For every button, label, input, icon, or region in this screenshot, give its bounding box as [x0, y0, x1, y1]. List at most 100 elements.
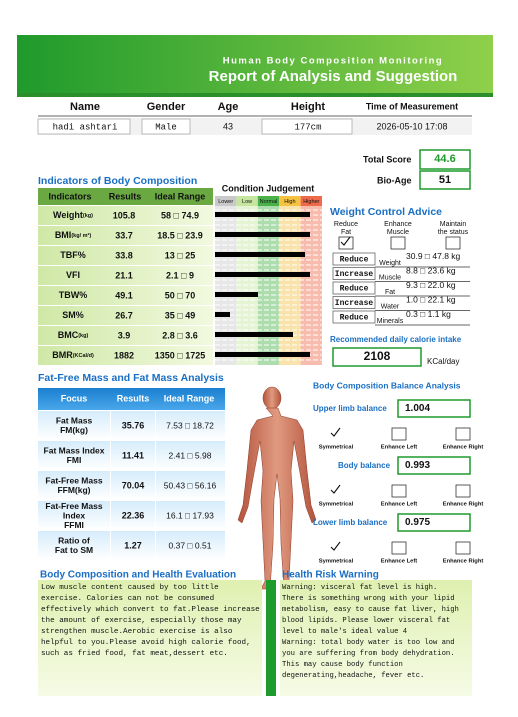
indicator-range: 35 □ 49 [165, 310, 195, 320]
balance-option: Symmetrical [319, 502, 354, 508]
level-cell [257, 196, 280, 206]
table-row [38, 346, 213, 365]
section-title: Body Composition Balance Analysis [313, 380, 461, 390]
indicator-unit: (kg) [78, 333, 88, 339]
risk-line: metabolism, easy to cause fat liver, hig… [282, 606, 459, 614]
target: Fat [385, 289, 395, 296]
indicator-range: 13 □ 25 [165, 250, 195, 260]
evaluation-line: exercise. Calories can not be consumed [41, 595, 214, 603]
indicator-result: 26.7 [115, 310, 133, 320]
section-title: Health Risk Warning [282, 570, 379, 581]
info-label: Name [70, 101, 100, 113]
indicator-result: 3.9 [118, 330, 131, 340]
checkbox [391, 484, 407, 498]
balance-label: Body balance [338, 461, 391, 470]
checkbox [391, 541, 407, 555]
table-cell [156, 411, 225, 440]
level-label: Higher [303, 199, 319, 205]
indicator-range: 2.8 □ 3.6 [162, 330, 197, 340]
indicator-unit: (KCal/d) [73, 353, 94, 359]
focus: Ratio of [58, 536, 90, 546]
info-label: Time of Measurement [366, 101, 458, 111]
risk-line: There is something wrong with your lipid [282, 595, 455, 603]
target: Muscle [379, 274, 401, 281]
balance-value: 1.004 [405, 403, 430, 414]
table-row [38, 246, 213, 265]
action: Reduce [340, 256, 369, 265]
balance-option: Enhance Left [381, 445, 417, 451]
balance-label: Lower limb balance [313, 518, 388, 527]
action: Increase [335, 270, 374, 279]
table-row [38, 206, 213, 225]
table-row [38, 226, 213, 245]
option-label: Reduce [334, 221, 358, 228]
target-range: 8.8 □ 23.6 kg [406, 265, 456, 275]
action-box [332, 310, 376, 324]
section-title: Fat-Free Mass and Fat Mass Analysis [38, 372, 224, 384]
focus-result: 1.27 [124, 540, 142, 550]
info-label: Height [291, 101, 326, 113]
target-range: 1.0 □ 22.1 kg [406, 294, 456, 304]
indicator-name: Weight [53, 210, 83, 220]
header-rule [17, 93, 493, 97]
focus: FMI [67, 455, 82, 465]
condition-bar [215, 292, 258, 297]
action-box [332, 252, 376, 266]
indicator-result: 33.8 [115, 250, 133, 260]
text-box [38, 580, 262, 696]
table-cell [156, 531, 225, 560]
balance-option: Enhance Right [443, 445, 484, 451]
action: Reduce [340, 314, 369, 323]
table-cell [111, 411, 155, 440]
balance-option: Enhance Left [381, 502, 417, 508]
indicator-name: TBW% [59, 290, 88, 300]
table-cell [38, 441, 110, 470]
indicator-name: SM% [62, 310, 84, 320]
action-box [332, 281, 376, 295]
check-mark [330, 541, 341, 551]
focus-range: 0.37 □ 0.51 [169, 540, 212, 550]
risk-line: level to male's ideal value 4 [282, 628, 407, 636]
level-cell [279, 196, 301, 206]
header-band [17, 35, 493, 97]
bio-age-box [419, 170, 471, 190]
checkbox [455, 484, 471, 498]
action: Reduce [340, 285, 369, 294]
balance-box [397, 399, 471, 418]
table-cell [38, 531, 110, 560]
focus: Fat-Free Mass [45, 476, 102, 486]
indicator-name: BMI [55, 230, 72, 240]
section-title: Weight Control Advice [330, 206, 442, 218]
indicator-name: SM% [62, 310, 84, 320]
balance-option: Enhance Right [443, 502, 484, 508]
indicator-range: 2.1 □ 9 [166, 270, 194, 280]
target-range: 0.3 □ 1.1 kg [406, 309, 451, 319]
indicator-result: 1882 [114, 350, 134, 360]
calorie-value: 2108 [364, 349, 391, 363]
calorie-label: Recommended daily calorie intake [330, 335, 462, 344]
level-label: Low [242, 199, 252, 205]
indicator-name: BMC(kg) [58, 330, 89, 340]
table-cell [111, 531, 155, 560]
table-header-cell: Results [117, 393, 150, 403]
indicator-unit: (kg/ m²) [71, 232, 91, 239]
target: Water [381, 303, 400, 310]
table-header-cell: Results [109, 191, 142, 201]
table-row [38, 286, 213, 305]
table-row [38, 326, 213, 345]
table-header [38, 188, 213, 205]
indicator-name: BMR(KCal/d) [52, 350, 94, 360]
indicator-name: TBF% [60, 250, 86, 260]
risk-line: This may cause body function [282, 661, 403, 669]
table-header-cell: Focus [61, 393, 88, 403]
indicator-name: BMR [52, 350, 73, 360]
figure-body [237, 407, 317, 590]
table-header-cell: Ideal Range [155, 191, 206, 201]
target: Weight [379, 260, 401, 267]
evaluation-line: helpful to you.Please avoid high calorie… [41, 639, 251, 647]
info-box [261, 118, 353, 135]
checkbox [390, 236, 406, 250]
info-label: Gender [147, 101, 186, 113]
option-label: the status [438, 229, 469, 236]
